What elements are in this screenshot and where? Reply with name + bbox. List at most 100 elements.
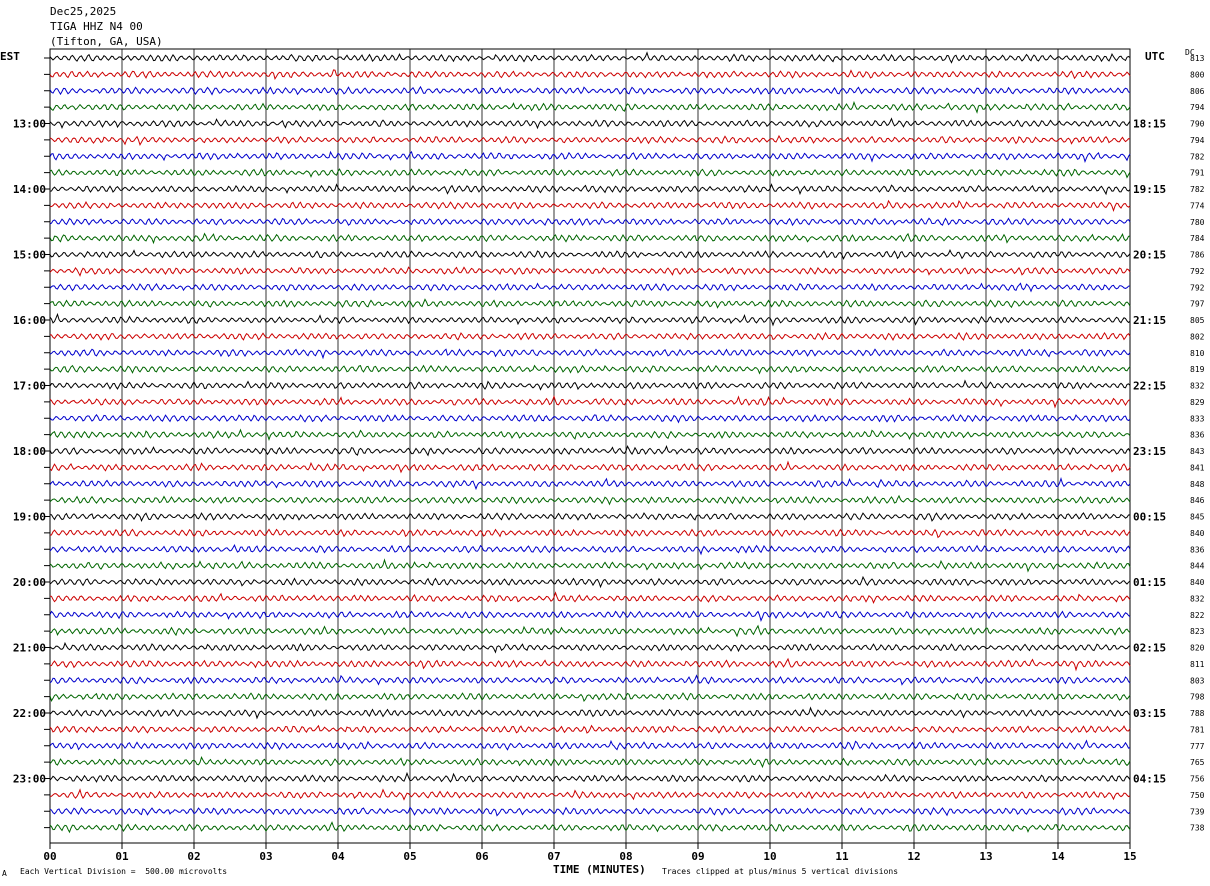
seismic-trace (49, 395, 1131, 409)
right-hour-label: 20:15 (1133, 249, 1166, 262)
dc-offset-label: 843 (1190, 447, 1205, 456)
seismic-trace (49, 69, 1131, 81)
seismic-trace (49, 413, 1131, 424)
dc-offset-label: 823 (1190, 627, 1205, 636)
x-tick-label: 02 (187, 850, 200, 863)
dc-offset-label: 780 (1190, 218, 1205, 227)
dc-offset-label: 829 (1190, 398, 1205, 407)
dc-offset-label: 848 (1190, 480, 1205, 489)
seismic-trace (49, 217, 1131, 227)
dc-offset-label: 777 (1190, 742, 1205, 751)
x-tick-label: 09 (691, 850, 704, 863)
dc-offset-label: 781 (1190, 725, 1205, 734)
seismic-trace (49, 788, 1131, 801)
dc-offset-label: 819 (1190, 365, 1205, 374)
seismic-trace (49, 460, 1131, 474)
plot-frame (49, 48, 1131, 844)
x-tick-label: 13 (979, 850, 992, 863)
x-tick-label: 04 (331, 850, 345, 863)
dc-offset-label: 782 (1190, 185, 1205, 194)
dc-offset-label: 738 (1190, 824, 1205, 833)
dc-offset-label: 797 (1190, 300, 1205, 309)
seismic-trace (49, 591, 1131, 604)
vertical-scale-note: Each Vertical Division = 500.00 microvol… (20, 867, 228, 876)
x-tick-label: 07 (547, 850, 560, 863)
x-tick-label: 14 (1051, 850, 1065, 863)
x-tick-label: 06 (475, 850, 489, 863)
seismic-trace (49, 298, 1131, 309)
left-hour-label: 19:00 (13, 511, 46, 524)
x-tick-label: 10 (763, 850, 776, 863)
left-hour-label: 14:00 (13, 183, 46, 196)
dc-offset-label: 786 (1190, 251, 1205, 260)
seismic-trace (49, 821, 1131, 834)
seismic-trace (49, 134, 1131, 147)
station-code: TIGA HHZ N4 00 (50, 20, 143, 33)
dc-offset-label: 833 (1190, 414, 1205, 423)
seismic-trace (49, 558, 1131, 573)
seismic-trace (49, 168, 1131, 179)
seismic-trace (49, 724, 1131, 734)
plot-date: Dec25,2025 (50, 5, 117, 18)
seismic-trace (49, 364, 1131, 375)
dc-offset-label: 813 (1190, 54, 1205, 63)
x-tick-label: 11 (835, 850, 849, 863)
clipping-note: Traces clipped at plus/minus 5 vertical … (662, 867, 899, 876)
right-hour-label: 22:15 (1133, 380, 1166, 393)
right-hour-label: 21:15 (1133, 314, 1166, 327)
x-tick-label: 03 (259, 850, 272, 863)
right-hour-label: 18:15 (1133, 118, 1166, 131)
seismic-trace (49, 494, 1131, 506)
dc-offset-label: 784 (1190, 234, 1205, 243)
seismic-trace (49, 624, 1131, 638)
dc-offset-label: 832 (1190, 382, 1205, 391)
seismic-trace (49, 312, 1131, 327)
right-hour-label: 02:15 (1133, 642, 1166, 655)
dc-offset-label: 803 (1190, 676, 1205, 685)
dc-offset-label: 792 (1190, 283, 1205, 292)
seismic-trace (49, 379, 1131, 391)
dc-offset-label: 811 (1190, 660, 1205, 669)
seismic-trace (50, 512, 1131, 522)
dc-offset-label: 788 (1190, 709, 1205, 718)
dc-offset-label: 800 (1190, 70, 1205, 79)
dc-offset-label: 836 (1190, 431, 1205, 440)
seismic-trace (49, 248, 1131, 260)
dc-offset-label: 790 (1190, 120, 1205, 129)
left-hour-label: 17:00 (13, 380, 46, 393)
x-tick-label: 12 (907, 850, 920, 863)
seismic-trace (49, 476, 1131, 491)
seismic-trace (49, 199, 1131, 213)
left-hour-label: 23:00 (13, 773, 46, 786)
dc-offset-label: 820 (1190, 644, 1205, 653)
left-hour-label: 22:00 (13, 707, 46, 720)
dc-offset-label: 844 (1190, 562, 1205, 571)
seismic-trace (49, 610, 1131, 622)
dc-column-label: DC (1185, 48, 1195, 57)
seismic-trace (49, 528, 1131, 539)
seismic-trace (49, 544, 1131, 556)
seismic-trace (49, 692, 1131, 703)
dc-offset-label: 822 (1190, 611, 1205, 620)
seismic-trace (49, 575, 1131, 589)
left-hour-label: 15:00 (13, 249, 46, 262)
left-hour-label: 13:00 (13, 118, 46, 131)
seismic-trace (49, 232, 1131, 245)
dc-offset-label: 845 (1190, 513, 1205, 522)
seismic-trace (49, 282, 1131, 293)
dc-offset-label: 840 (1190, 529, 1205, 538)
seismic-trace (49, 183, 1131, 196)
x-axis-title: TIME (MINUTES) (553, 863, 646, 876)
seismic-trace (49, 706, 1131, 720)
right-hour-label: 23:15 (1133, 445, 1166, 458)
dc-offset-label: 750 (1190, 791, 1205, 800)
seismic-trace (49, 445, 1131, 457)
right-hour-label: 04:15 (1133, 773, 1166, 786)
dc-offset-label: 802 (1190, 332, 1205, 341)
dc-offset-label: 806 (1190, 87, 1205, 96)
dc-offset-label: 791 (1190, 169, 1205, 178)
left-hour-label: 16:00 (13, 314, 46, 327)
dc-offset-label: 756 (1190, 775, 1205, 784)
dc-offset-label: 792 (1190, 267, 1205, 276)
